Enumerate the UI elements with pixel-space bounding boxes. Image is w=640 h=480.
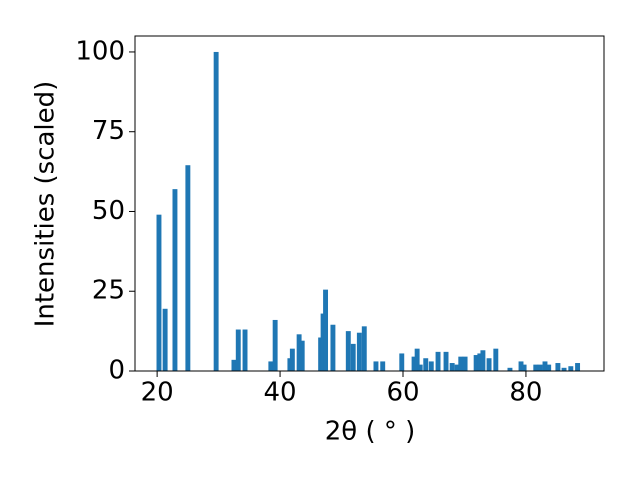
bar [507,367,513,371]
bar [235,329,241,371]
bar [172,189,178,371]
bar [162,308,168,371]
bar [373,361,379,371]
bar [477,353,483,371]
bar [546,364,552,371]
bar [231,359,237,371]
bar [458,356,464,371]
x-tick-label: 40 [264,378,297,408]
bar [493,348,499,371]
bar [213,51,219,371]
bar [345,331,351,371]
bar [521,364,527,371]
bar [462,356,468,371]
bar [473,355,479,371]
bar [486,358,492,371]
x-tick-label: 60 [386,378,419,408]
bar [568,366,574,371]
bar [268,361,274,371]
bar [323,289,329,371]
bar [356,332,362,371]
bar [443,351,449,371]
x-tick-label: 20 [141,378,174,408]
bar [417,364,423,371]
bar [411,356,417,371]
bar [542,361,548,371]
bar [561,367,567,371]
bar [537,364,543,371]
bar [518,361,524,371]
bar [399,353,405,371]
bar [575,363,581,371]
bar [330,324,336,371]
bar [350,343,356,371]
y-tick-label: 50 [92,196,125,226]
x-axis-label: 2θ ( ° ) [325,417,416,447]
y-tick-label: 100 [75,36,125,66]
bar [480,350,486,371]
y-tick-label: 75 [92,116,125,146]
bar [423,358,429,371]
bar [380,361,386,371]
plot-frame [134,35,605,372]
bar [299,340,305,371]
bar [414,348,420,371]
x-tick-label: 80 [509,378,542,408]
y-axis-label: Intensities (scaled) [31,81,61,328]
bar [435,351,441,371]
bar [449,363,455,371]
bar [185,165,191,371]
bar [533,364,539,371]
bar [272,319,278,371]
y-tick-label: 25 [92,276,125,306]
y-tick-label: 0 [108,356,125,386]
bar [156,214,162,371]
bar [555,363,561,371]
bar [289,348,295,371]
bar [454,364,460,371]
bar [361,326,367,371]
bar [296,334,302,371]
bar [428,361,434,371]
bar [242,329,248,371]
